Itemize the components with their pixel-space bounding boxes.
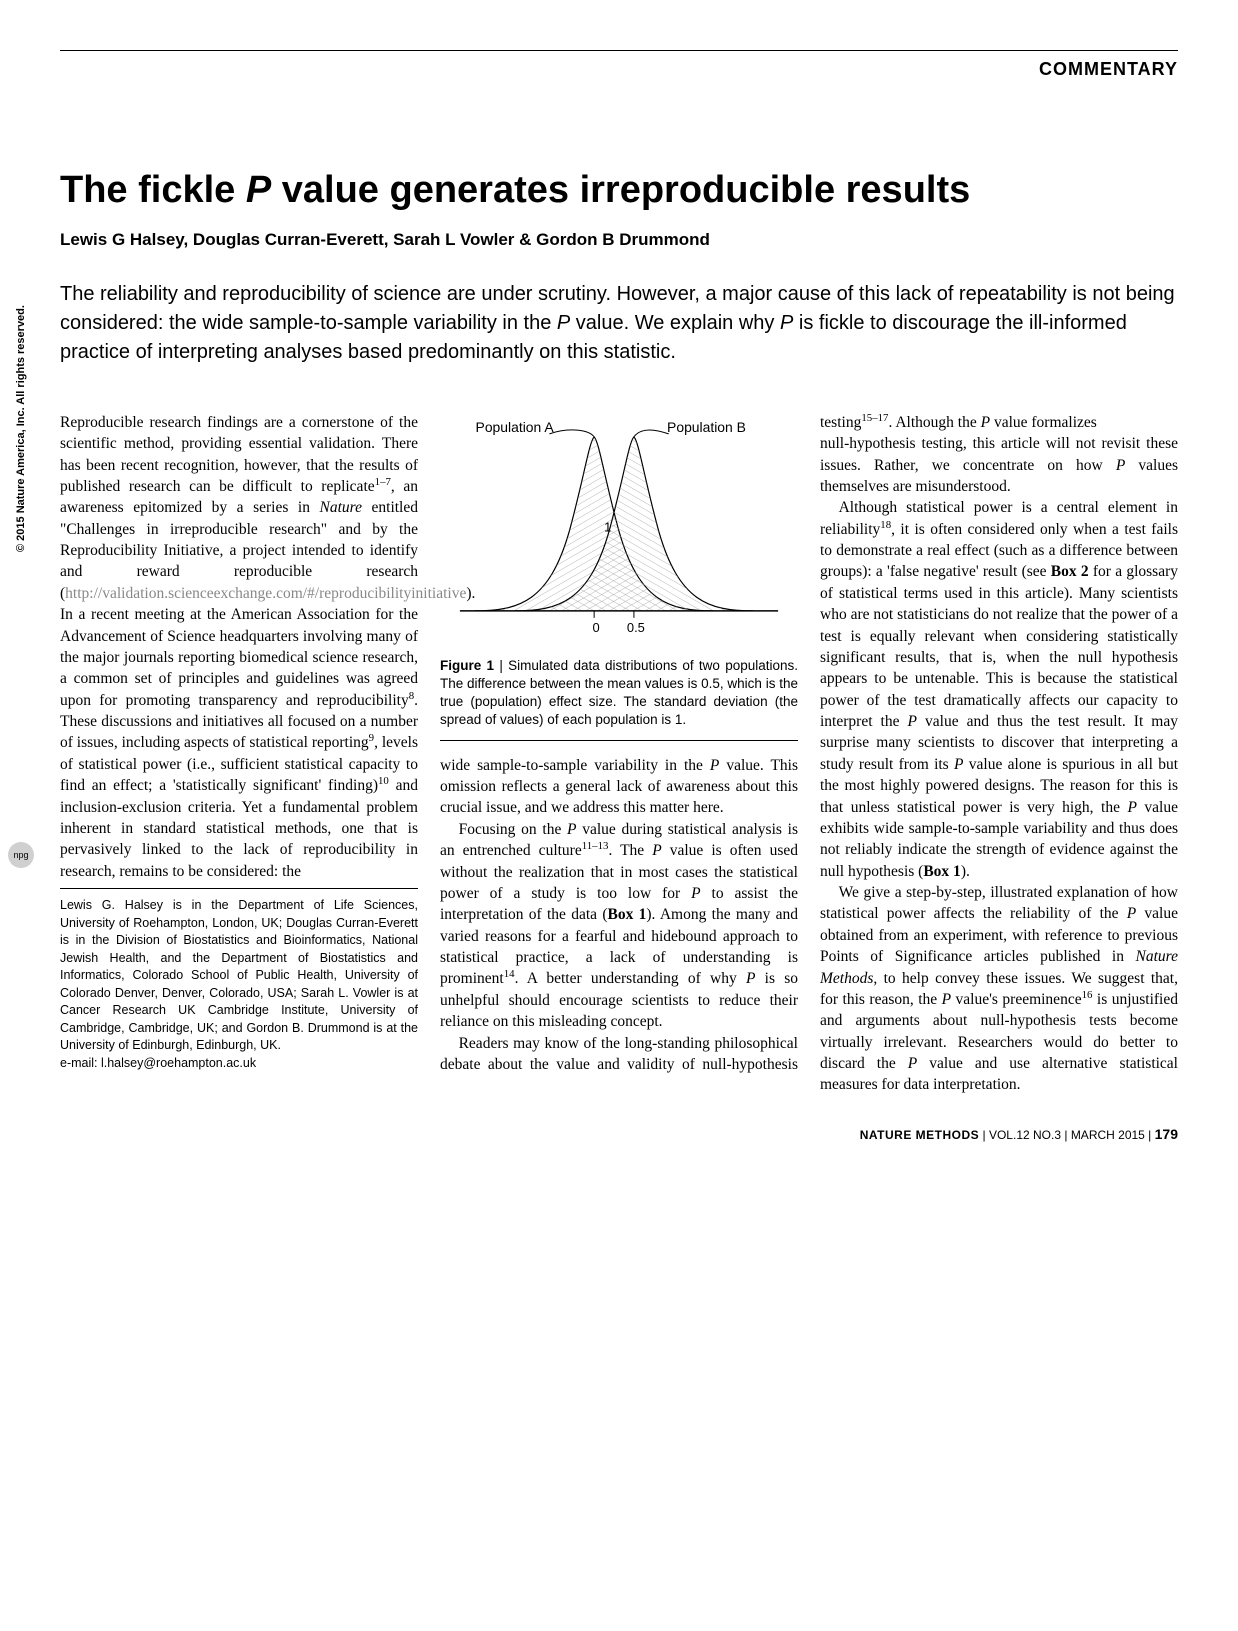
affiliation-text: Lewis G. Halsey is in the Department of …	[60, 898, 418, 1052]
abstract: The reliability and reproducibility of s…	[60, 280, 1178, 367]
svg-text:0: 0	[593, 620, 600, 635]
col1-para1: Reproducible research findings are a cor…	[60, 412, 418, 882]
top-rule	[60, 50, 1178, 51]
footer-journal: NATURE METHODS	[860, 1128, 979, 1142]
col3-para1: null-hypothesis testing, this article wi…	[820, 433, 1178, 497]
col2-para2: Focusing on the P value during statistic…	[440, 819, 798, 1033]
section-label: COMMENTARY	[60, 59, 1178, 80]
footer-date: MARCH 2015	[1071, 1128, 1145, 1142]
leader-b	[634, 430, 669, 437]
content-area: © 2015 Nature America, Inc. All rights r…	[60, 412, 1178, 1096]
footer-volume: VOL.12 NO.3	[989, 1128, 1061, 1142]
figure-1-caption: Figure 1 | Simulated data distributions …	[440, 657, 798, 741]
svg-text:1: 1	[604, 519, 611, 534]
col3-para3: We give a step-by-step, illustrated expl…	[820, 882, 1178, 1096]
fig-label-b: Population B	[667, 419, 746, 435]
copyright-notice: © 2015 Nature America, Inc. All rights r…	[15, 305, 27, 552]
title-em: P	[246, 169, 271, 211]
col3-para2: Although statistical power is a central …	[820, 497, 1178, 882]
reproducibility-link[interactable]: http://validation.scienceexchange.com/#/…	[65, 585, 466, 602]
author-list: Lewis G Halsey, Douglas Curran-Everett, …	[60, 230, 1178, 250]
footer-page: 179	[1155, 1126, 1178, 1142]
col2-para1: wide sample-to-sample variability in the…	[440, 755, 798, 819]
svg-text:0.5: 0.5	[627, 620, 645, 635]
page-footer: NATURE METHODS | VOL.12 NO.3 | MARCH 201…	[60, 1126, 1178, 1142]
affiliation-rule	[60, 888, 418, 889]
body-columns: Reproducible research findings are a cor…	[60, 412, 1178, 1096]
title-post: value generates irreproducible results	[271, 169, 970, 211]
article-title: The fickle P value generates irreproduci…	[60, 170, 1178, 212]
figure-1: Population A Population B	[440, 412, 798, 741]
title-pre: The fickle	[60, 169, 246, 211]
contact-email: e-mail: l.halsey@roehampton.ac.uk	[60, 1056, 256, 1070]
figure-1-svg: Population A Population B	[440, 412, 798, 651]
npg-badge: npg	[8, 842, 34, 868]
affiliations-block: Lewis G. Halsey is in the Department of …	[60, 888, 418, 1072]
leader-a	[549, 430, 594, 437]
fig-label-a: Population A	[476, 419, 555, 435]
